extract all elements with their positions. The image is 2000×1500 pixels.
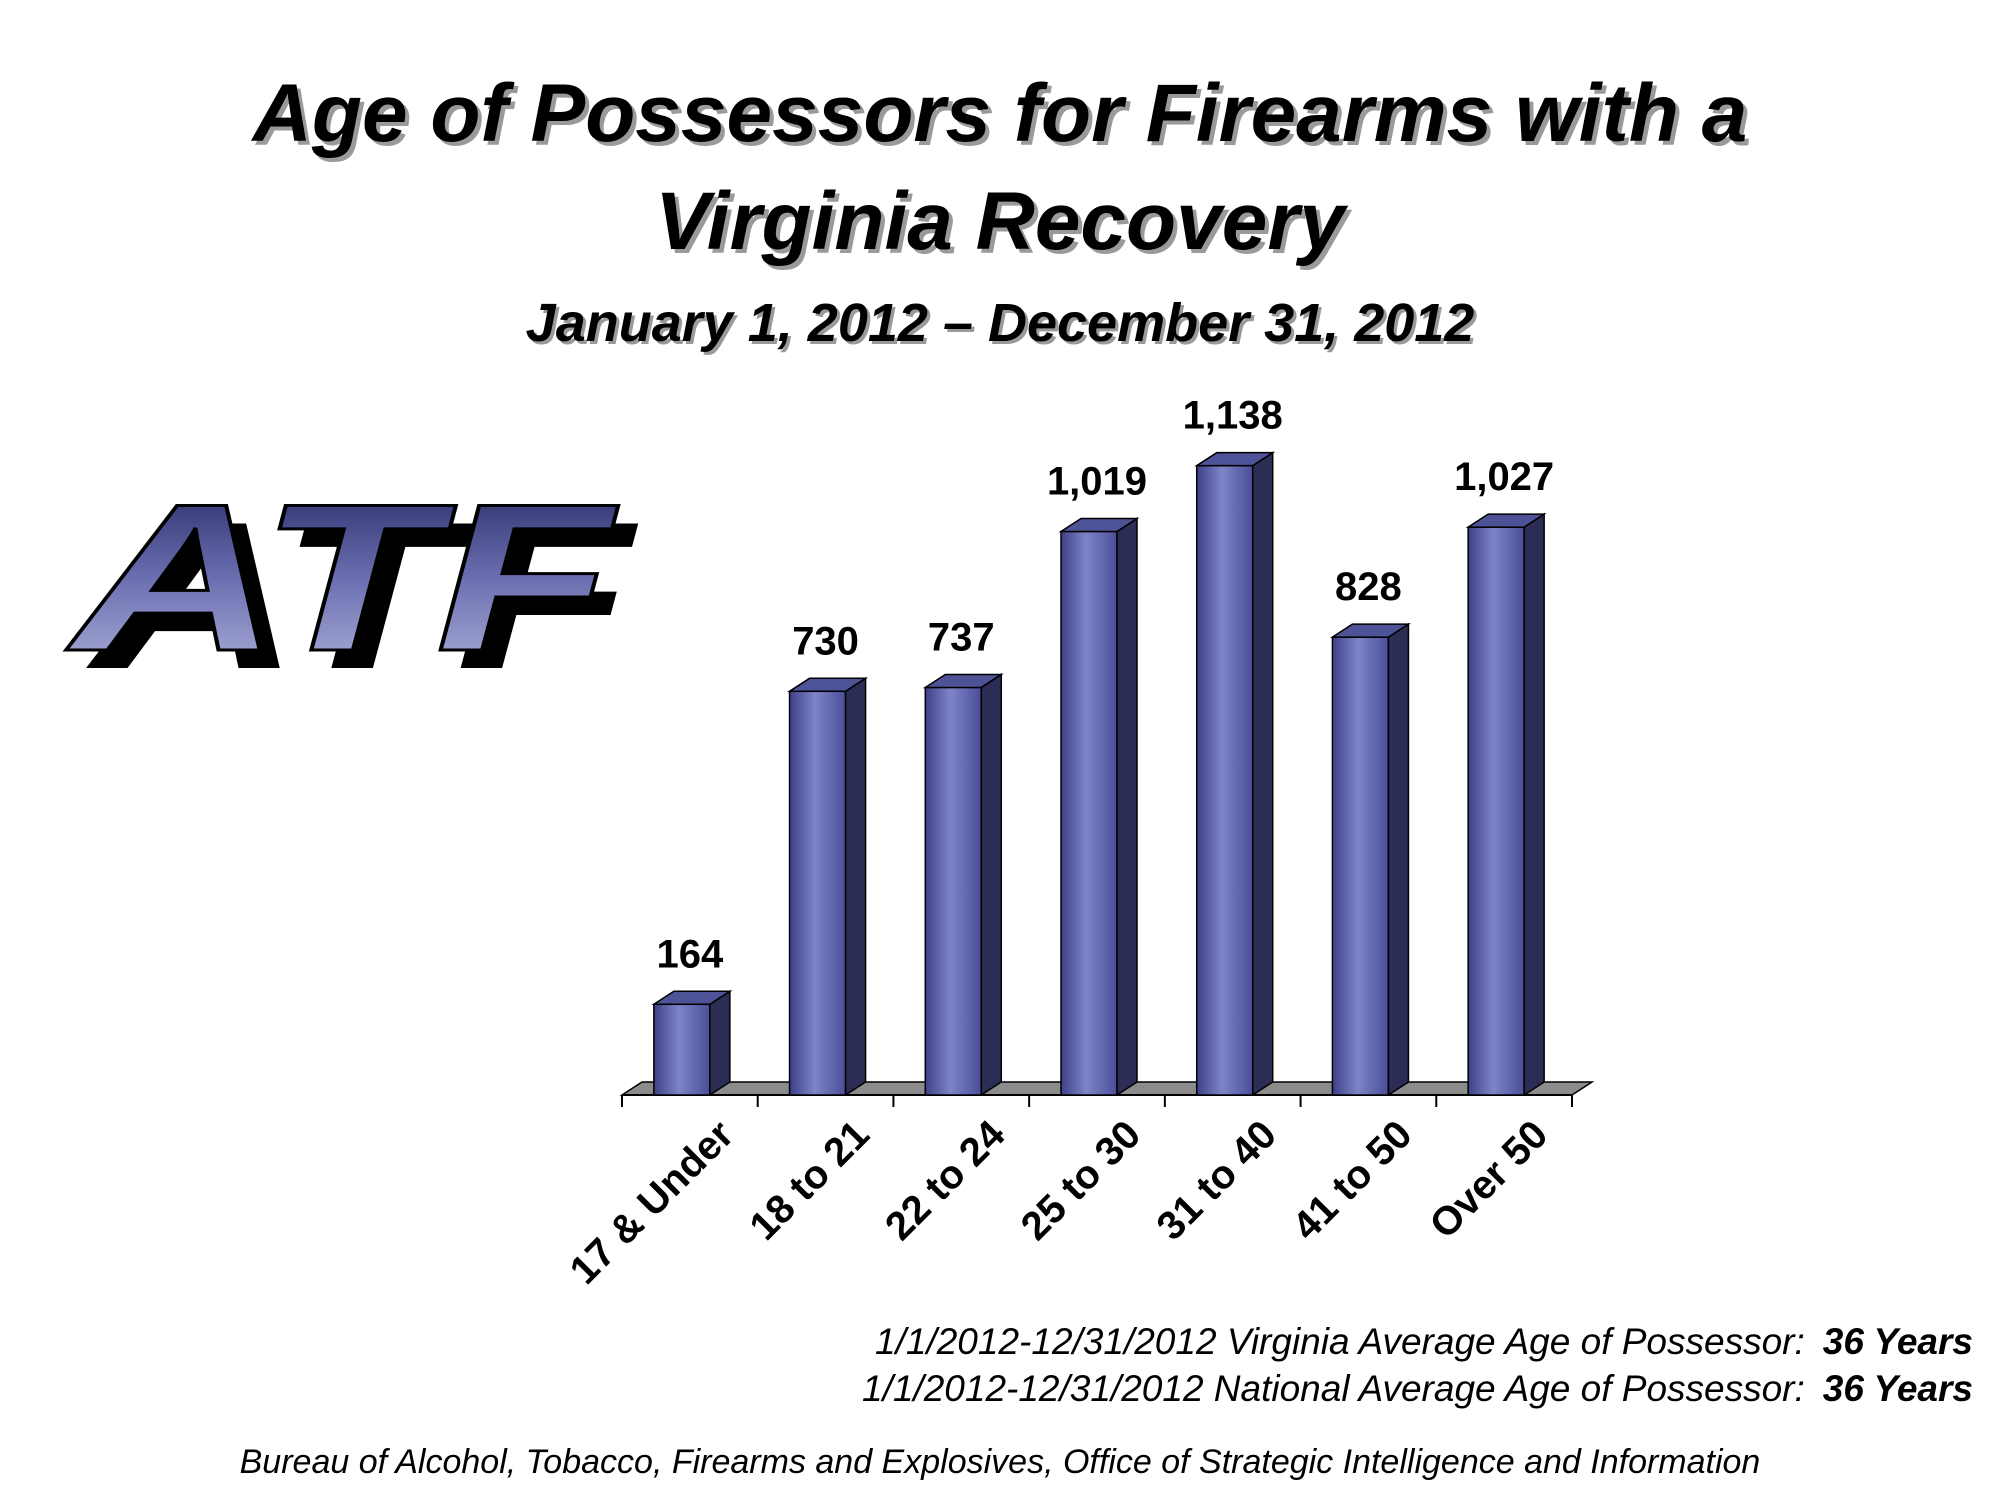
virginia-average-value: 36 Years <box>1822 1321 1973 1362</box>
bar-top-face <box>1058 517 1140 533</box>
data-label: 730 <box>792 619 859 663</box>
bar-side-face <box>1251 451 1274 1097</box>
national-average-label: 1/1/2012-12/31/2012 National Average Age… <box>862 1368 1805 1409</box>
bar-top-face <box>1194 451 1276 467</box>
bar-front-face <box>653 1003 711 1096</box>
bar <box>651 989 733 1097</box>
data-label: 828 <box>1335 565 1402 609</box>
x-tick-label: 22 to 24 <box>877 1112 1014 1249</box>
bar <box>1329 622 1411 1097</box>
atf-logo-text: ATF <box>65 460 618 695</box>
source-footer: Bureau of Alcohol, Tobacco, Firearms and… <box>239 1443 1761 1481</box>
chart-title-block: Age of Possessors for Firearms with a Vi… <box>0 60 2000 358</box>
chart-title-line-2: Virginia Recovery <box>655 176 1345 267</box>
x-tick-label: 31 to 40 <box>1148 1112 1284 1248</box>
bar-side-face <box>1523 512 1545 1097</box>
bar-front-face <box>1060 530 1118 1096</box>
chart-title-line-1: Age of Possessors for Firearms with a <box>252 68 1748 159</box>
virginia-average-label: 1/1/2012-12/31/2012 Virginia Average Age… <box>875 1321 1805 1362</box>
bar-side-face <box>709 989 731 1097</box>
bar-top-face <box>1465 513 1547 528</box>
data-labels: 164 730 737 1,019 1,138 828 1,027 <box>656 394 1554 977</box>
data-label: 164 <box>656 932 723 976</box>
data-label: 1,019 <box>1047 459 1147 503</box>
national-average-note: 1/1/2012-12/31/2012 National Average Age… <box>862 1365 1973 1412</box>
data-label: 1,027 <box>1454 455 1554 499</box>
bar-front-face <box>1195 464 1254 1096</box>
bar-side-face <box>1387 622 1410 1097</box>
x-tick-labels: 17 & Under 18 to 21 22 to 24 25 to 30 31 to … <box>562 1112 1557 1293</box>
atf-logo: ATF ATF <box>64 459 639 714</box>
bar <box>1465 512 1547 1097</box>
atf-logo-shadow: ATF <box>85 478 638 713</box>
data-label: 737 <box>928 615 995 659</box>
bars <box>651 451 1547 1097</box>
x-tick-label: 18 to 21 <box>741 1112 877 1248</box>
bar-front-face <box>788 690 847 1096</box>
x-tick-label: Over 50 <box>1421 1112 1556 1247</box>
x-axis <box>621 1094 1573 1107</box>
bar-top-face <box>787 677 869 693</box>
bar-top-face <box>1329 623 1411 638</box>
bar <box>1194 451 1276 1097</box>
bar-top-face <box>651 990 733 1006</box>
bar <box>1058 517 1140 1097</box>
bar <box>787 676 869 1097</box>
x-tick-label: 17 & Under <box>562 1112 742 1292</box>
bar-side-face <box>1116 517 1138 1097</box>
bar <box>922 673 1004 1097</box>
x-tick-label: 41 to 50 <box>1284 1112 1420 1248</box>
data-label: 1,138 <box>1183 394 1283 438</box>
x-tick-label: 25 to 30 <box>1013 1112 1149 1248</box>
national-average-value: 36 Years <box>1822 1368 1973 1409</box>
bar-top-face <box>922 673 1004 689</box>
bar-side-face <box>844 676 867 1097</box>
bar-front-face <box>924 686 983 1096</box>
bar-side-face <box>980 673 1003 1097</box>
virginia-average-note: 1/1/2012-12/31/2012 Virginia Average Age… <box>862 1318 1973 1365</box>
average-age-notes: 1/1/2012-12/31/2012 Virginia Average Age… <box>862 1318 1973 1412</box>
chart-subtitle: January 1, 2012 – December 31, 2012 <box>525 293 1475 353</box>
bar-front-face <box>1331 636 1390 1096</box>
bar-front-face <box>1467 526 1525 1096</box>
